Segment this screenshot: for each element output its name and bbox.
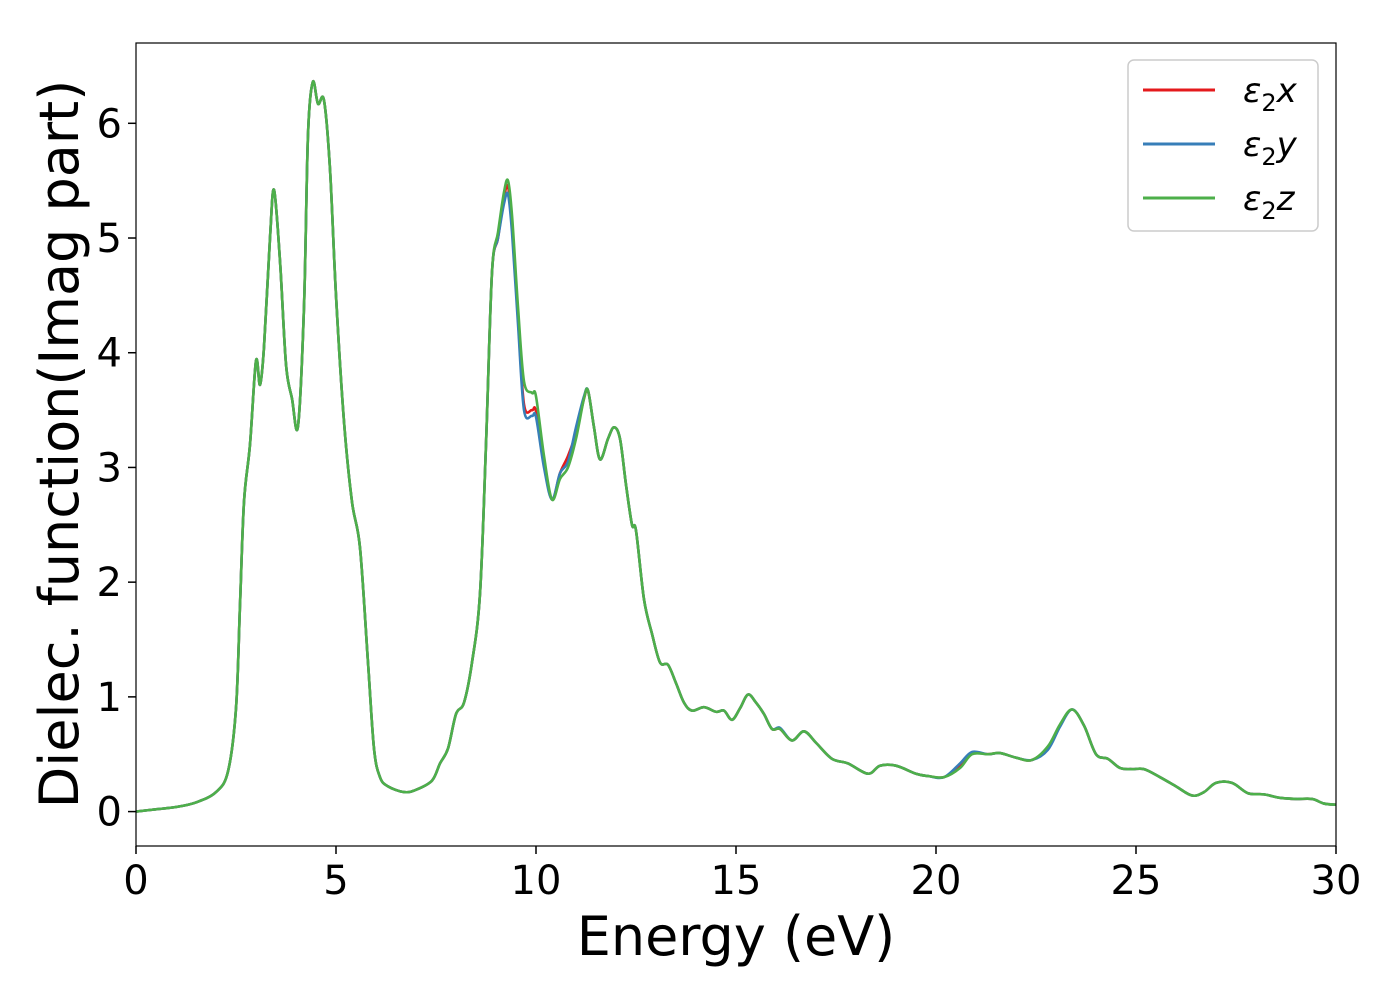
- legend-box: [1127, 59, 1319, 232]
- legend-label-z: ε2z: [1243, 179, 1296, 225]
- x-tick-label: 0: [123, 858, 148, 904]
- x-tick-label: 20: [911, 858, 962, 904]
- x-axis-title: Energy (eV): [577, 905, 896, 968]
- legend-label-x: ε2x: [1243, 71, 1298, 117]
- y-tick-label: 2: [97, 560, 122, 606]
- legend: ε2x ε2y ε2z: [1127, 59, 1319, 232]
- x-tick-label: 25: [1111, 858, 1162, 904]
- y-tick-label: 6: [97, 101, 122, 147]
- y-tick-label: 3: [97, 445, 122, 491]
- x-axis: 0 5 10 15 20 25 30: [123, 846, 1361, 904]
- y-tick-label: 1: [97, 675, 122, 721]
- y-tick-label: 5: [97, 216, 122, 262]
- x-tick-label: 30: [1311, 858, 1362, 904]
- x-tick-label: 5: [323, 858, 348, 904]
- series-layer: [136, 80, 1336, 813]
- legend-label-y: ε2y: [1243, 125, 1298, 171]
- y-tick-label: 4: [97, 331, 122, 377]
- y-axis: 0 1 2 3 4 5 6: [97, 101, 136, 836]
- y-axis-title: Dielec. function(Imag part): [28, 80, 91, 809]
- x-tick-label: 10: [511, 858, 562, 904]
- y-tick-label: 0: [97, 790, 122, 836]
- series-line-z: [136, 80, 1336, 813]
- x-tick-label: 15: [711, 858, 762, 904]
